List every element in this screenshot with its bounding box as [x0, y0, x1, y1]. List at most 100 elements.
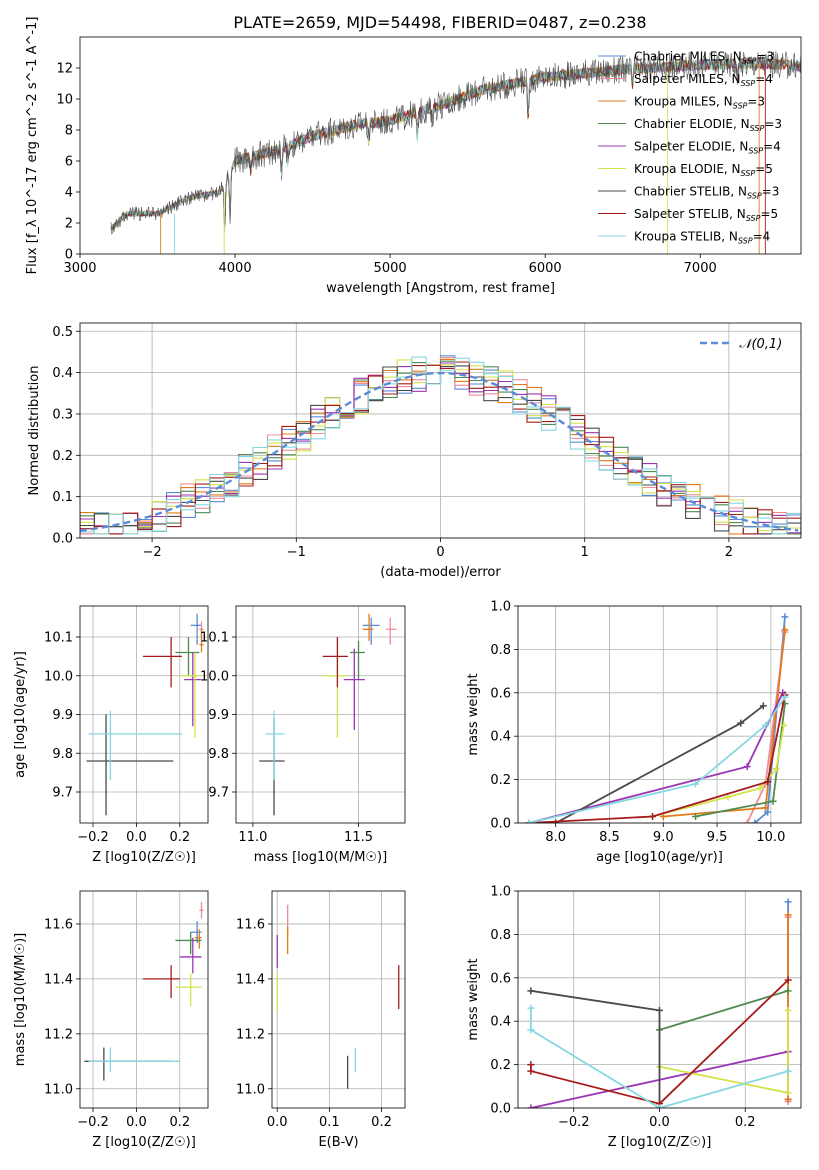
axes-frame: [517, 890, 802, 1109]
weight-marker: [527, 1104, 535, 1108]
axes-frame: [79, 605, 209, 824]
weight-marker: [756, 784, 764, 792]
y-tick-label: 1.0: [490, 885, 511, 900]
x-tick-label: 0: [436, 545, 444, 560]
data-point: [362, 613, 374, 641]
x-axis-label: wavelength [Angstrom, rest frame]: [326, 281, 555, 296]
weight-marker: [780, 721, 788, 729]
legend-label: Chabrier STELIB, NSSP=3: [634, 185, 779, 201]
data-point: [322, 637, 348, 688]
x-axis-label: Z [log10(Z/Z☉)]: [92, 850, 196, 865]
y-tick-label: 9.8: [52, 747, 73, 762]
weight-marker: [527, 1061, 535, 1069]
legend-label: Kroupa ELODIE, NSSP=5: [634, 162, 773, 178]
y-tick-label: 9.7: [52, 786, 73, 801]
weight-marker: [737, 719, 745, 727]
x-tick-label: 4000: [219, 261, 252, 276]
legend-label: Salpeter STELIB, NSSP=5: [634, 207, 778, 223]
mass_vs_EBV-axes: 0.0 0.1 0.2 11.0 11.2 11.4 11.6 E(B-V): [236, 891, 405, 1150]
x-tick-label: −0.2: [77, 1115, 109, 1130]
y-axis-label: mass weight: [466, 958, 481, 1040]
figure-title: PLATE=2659, MJD=54498, FIBERID=0487, z=0…: [233, 13, 646, 32]
y-tick-label: 0.2: [52, 449, 73, 464]
weight-series-line: [528, 696, 786, 823]
x-tick-label: 1: [581, 545, 589, 560]
x-axis-label: Z [log10(Z/Z☉)]: [608, 1135, 712, 1150]
y-axis-label: mass weight: [466, 673, 481, 755]
y-tick-label: 10.0: [44, 669, 73, 684]
age_vs_mass-points: [259, 613, 397, 816]
data-point: [88, 710, 182, 781]
histogram-series: [80, 356, 801, 535]
weight-marker: [784, 976, 792, 984]
y-tick-label: 9.8: [208, 747, 229, 762]
x-axis-label: mass [log10(M/M☉)]: [254, 850, 387, 865]
legend-label: Kroupa MILES, NSSP=3: [634, 95, 765, 111]
legend-label: 𝒩(0,1): [739, 337, 782, 352]
data-point: [179, 652, 202, 738]
x-tick-label: 0.2: [169, 1115, 190, 1130]
weight-marker: [784, 1067, 792, 1075]
y-tick-label: 0.5: [52, 325, 73, 340]
x-tick-label: 3000: [63, 261, 96, 276]
weight-series-line: [530, 1008, 789, 1108]
data-point: [385, 617, 397, 645]
weight-marker: [781, 613, 789, 621]
data-point: [142, 965, 180, 999]
axes-frame: [517, 605, 802, 824]
weight-marker: [784, 898, 792, 906]
y-tick-label: 0.6: [490, 686, 511, 701]
weight-marker: [692, 812, 700, 820]
panels-layer: 3000 4000 5000 6000 7000024681012wavelength …: [13, 17, 802, 1150]
x-tick-label: −1: [287, 545, 306, 560]
x-tick-label: 9.0: [653, 830, 674, 845]
x-tick-label: 6000: [529, 261, 562, 276]
x-tick-label: 8.0: [545, 830, 566, 845]
x-tick-label: 11.0: [238, 830, 267, 845]
mass_weight_vs_Z-lines: [527, 898, 792, 1108]
legend-label: Chabrier ELODIE, NSSP=3: [634, 117, 782, 133]
y-tick-label: 10.1: [44, 631, 73, 646]
weight-marker: [781, 693, 789, 701]
axes-frame: [271, 890, 406, 1109]
weight-marker: [784, 1089, 792, 1097]
weight-marker: [761, 721, 769, 729]
y-tick-label: 0.4: [490, 1015, 511, 1030]
data-point: [175, 932, 202, 955]
data-point: [179, 937, 202, 974]
data-point: [343, 648, 365, 730]
data-point: [259, 718, 285, 816]
weight-marker: [761, 804, 769, 812]
x-tick-label: 0.0: [126, 1115, 147, 1130]
y-tick-label: 12: [56, 62, 73, 77]
age_vs_mass-axes: 11.0 11.5 9.7 9.8 9.9 10.0 10.1 mass [log10(M/M…: [200, 606, 405, 865]
histogram-steps: [80, 355, 801, 535]
data-point: [86, 714, 174, 816]
weight-marker: [525, 819, 533, 823]
y-tick-label: 0: [65, 248, 73, 263]
weight-marker: [769, 797, 777, 805]
weight-marker: [764, 778, 772, 786]
x-axis-label: E(B-V): [318, 1135, 358, 1150]
y-tick-label: 0.8: [490, 928, 511, 943]
weight-marker: [764, 808, 772, 816]
data-point: [199, 629, 204, 653]
mass_weight_vs_age-axes: 8.0 8.5 9.0 9.5 10.0 0.0 0.2 0.4 0.6 0.8 1.0 age [l…: [466, 600, 801, 865]
x-tick-label: 0.0: [126, 830, 147, 845]
x-tick-label: 8.5: [599, 830, 620, 845]
mass_weight_vs_age-lines: [525, 613, 789, 823]
y-tick-label: 0.1: [52, 490, 73, 505]
weight-marker: [527, 1004, 535, 1012]
x-axis-label: (data-model)/error: [380, 565, 501, 580]
data-point: [199, 901, 204, 919]
data-point: [88, 1047, 180, 1073]
weight-marker: [772, 765, 780, 773]
y-tick-label: 0.2: [490, 773, 511, 788]
y-tick-label: 11.0: [44, 1082, 73, 1097]
x-axis-label: Z [log10(Z/Z☉)]: [92, 1135, 196, 1150]
weight-marker: [552, 819, 560, 823]
y-tick-label: 4: [65, 186, 73, 201]
mass_vs_EBV-points: [276, 904, 400, 1089]
data-point: [322, 644, 348, 738]
weight-marker: [759, 702, 767, 710]
